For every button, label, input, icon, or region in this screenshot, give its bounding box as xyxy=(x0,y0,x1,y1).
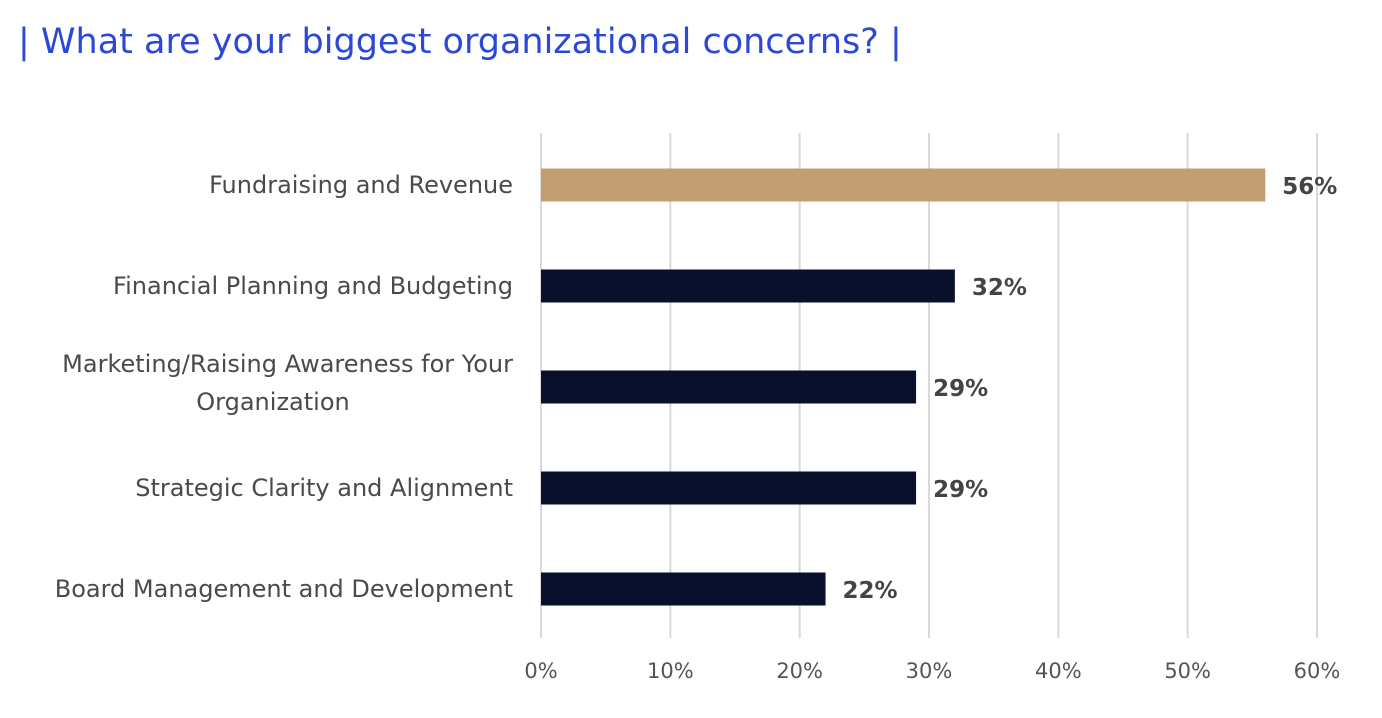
bars xyxy=(541,168,1266,606)
bar xyxy=(541,168,1266,202)
x-tick-label: 60% xyxy=(1294,659,1341,683)
x-axis-tick-labels: 0% 10% 20% 30% 40% 50% 60% xyxy=(524,659,1340,683)
x-tick-label: 10% xyxy=(647,659,694,683)
category-label: Fundraising and Revenue xyxy=(209,171,513,199)
value-label: 32% xyxy=(972,275,1027,301)
bar xyxy=(541,572,826,606)
chart-title: | What are your biggest organizational c… xyxy=(18,22,902,62)
value-label: 29% xyxy=(933,477,988,503)
x-tick-label: 40% xyxy=(1035,659,1082,683)
bar xyxy=(541,370,917,404)
value-labels: 56% 32% 29% 29% 22% xyxy=(843,174,1338,604)
x-tick-label: 30% xyxy=(906,659,953,683)
x-tick-label: 0% xyxy=(524,659,557,683)
category-labels: Fundraising and Revenue Financial Plannin… xyxy=(55,171,513,603)
category-label: Board Management and Development xyxy=(55,575,513,603)
category-label: Strategic Clarity and Alignment xyxy=(135,474,513,502)
bar xyxy=(541,269,955,303)
x-tick-label: 50% xyxy=(1164,659,1211,683)
category-label: Financial Planning and Budgeting xyxy=(113,272,513,300)
value-label: 29% xyxy=(933,376,988,402)
value-label: 22% xyxy=(843,578,898,604)
x-tick-label: 20% xyxy=(776,659,823,683)
category-label: Organization xyxy=(196,388,349,416)
bar xyxy=(541,471,917,505)
value-label: 56% xyxy=(1282,174,1337,200)
category-label: Marketing/Raising Awareness for Your xyxy=(62,350,513,378)
